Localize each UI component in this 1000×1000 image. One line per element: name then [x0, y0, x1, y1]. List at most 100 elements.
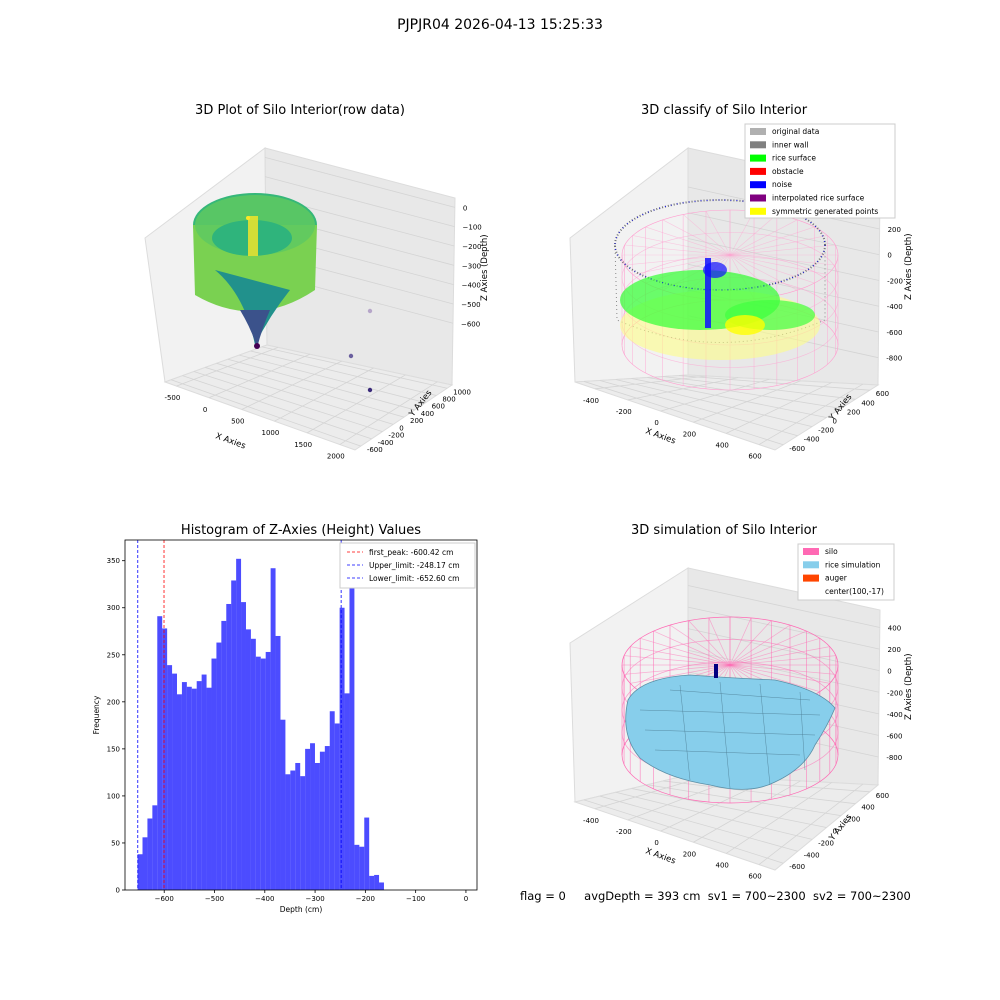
raw-y-tick-label: 600 — [432, 403, 445, 411]
histogram-bar — [339, 607, 345, 890]
histogram-panel-title: Histogram of Z-Axies (Height) Values — [180, 523, 422, 538]
histogram-bar — [176, 694, 182, 890]
histogram-y-tick-label: 50 — [111, 839, 120, 847]
histogram-bar — [241, 602, 246, 890]
histogram-bar — [226, 603, 232, 890]
sim-z-tick-label: -200 — [887, 689, 903, 697]
classify-panel-title: 3D classify of Silo Interior — [640, 103, 808, 118]
histogram-bar — [201, 674, 207, 890]
histogram-bar — [374, 874, 380, 890]
cls-x-tick-label: -200 — [616, 408, 632, 416]
sim-y-tick-label: 600 — [876, 792, 889, 800]
legend-label: obstacle — [772, 167, 804, 176]
histogram-bar — [310, 743, 315, 890]
classify-3d-plot: -400-2000200400600-600-400-2000200400600… — [569, 123, 914, 461]
legend-label: interpolated rice surface — [772, 194, 865, 203]
classify-legend: original data inner wall rice surface obsta… — [744, 123, 896, 219]
legend-label: noise — [772, 180, 792, 189]
legend-label: symmetric generated points — [772, 207, 878, 216]
raw-y-tick-label: 0 — [399, 424, 403, 432]
histogram-x-axis-label: Depth (cm) — [280, 905, 323, 914]
histogram-bar — [295, 762, 301, 890]
figure-suptitle: PJPJR04 2026-04-13 15:25:33 — [397, 17, 603, 33]
cls-x-tick-label: -400 — [583, 397, 599, 405]
simulation-x-axis-label: X Axies — [644, 846, 677, 866]
cls-x-tick-label: 0 — [654, 419, 658, 427]
histogram-bar — [162, 628, 168, 890]
sv1-text: sv1 = 700~2300 — [707, 889, 806, 903]
sim-y-tick-label: 200 — [847, 816, 860, 824]
legend-label: original data — [772, 127, 819, 136]
simulation-legend: silo rice simulation auger center(100,-17) — [797, 543, 895, 601]
flag-text: flag = 0 — [520, 889, 566, 903]
histogram-x-tick-label: −600 — [155, 895, 174, 903]
raw-x-tick-label: 2000 — [327, 453, 345, 461]
raw-y-tick-label: 1000 — [453, 388, 471, 396]
histogram-bar — [290, 770, 296, 890]
simulation-panel-title: 3D simulation of Silo Interior — [631, 523, 817, 538]
histogram-bar — [167, 665, 173, 890]
raw-z-tick-label: −500 — [461, 301, 480, 309]
cls-y-tick-label: 200 — [847, 408, 860, 416]
cls-y-tick-label: 600 — [876, 390, 889, 398]
raw-z-tick-label: −100 — [463, 224, 482, 232]
histogram-x-tick-label: −500 — [205, 895, 224, 903]
histogram-bar — [152, 805, 158, 890]
histogram-bar — [344, 693, 350, 890]
summary-footer: flag = 0 avgDepth = 393 cm sv1 = 700~230… — [520, 889, 911, 903]
raw-y-tick-label: -400 — [378, 439, 394, 447]
sim-z-tick-label: 0 — [887, 668, 891, 676]
cls-y-tick-label: -200 — [818, 427, 834, 435]
cls-z-tick-label: -400 — [887, 303, 903, 311]
histogram-bar — [137, 854, 143, 890]
simulation-3d-plot: -400-2000200400600-600-400-2000200400600… — [569, 543, 914, 880]
cls-z-tick-label: 200 — [888, 226, 901, 234]
histogram-legend-label: first_peak: -600.42 cm — [369, 548, 453, 557]
raw-3d-plot: -5000500100015002000-600-400-20002004006… — [144, 147, 490, 461]
histogram-legend-label: Lower_limit: -652.60 cm — [369, 574, 459, 583]
histogram-bar — [334, 723, 340, 890]
raw-panel-title: 3D Plot of Silo Interior(row data) — [195, 103, 405, 118]
raw-x-tick-label: 1000 — [262, 429, 280, 437]
histogram-bar — [206, 687, 212, 890]
histogram-bar — [211, 658, 217, 890]
histogram-bar — [275, 635, 281, 890]
sim-y-tick-label: 0 — [833, 828, 837, 836]
raw-y-tick-label: -600 — [367, 446, 383, 454]
classify-point-cloud — [614, 199, 826, 360]
histogram-x-tick-label: −400 — [255, 895, 274, 903]
legend-swatch — [750, 128, 766, 135]
histogram-bar — [314, 762, 320, 890]
histogram-bar — [231, 580, 237, 890]
sim-x-tick-label: 400 — [716, 861, 729, 869]
raw-z-tick-label: −400 — [462, 282, 481, 290]
legend-label: inner wall — [772, 140, 809, 149]
legend-swatch — [803, 561, 819, 569]
histogram-y-tick-label: 200 — [107, 698, 120, 706]
histogram-y-axis-label: Frequency — [92, 695, 101, 734]
histogram-bar — [250, 638, 256, 890]
histogram-bar — [379, 882, 384, 890]
legend-label: silo — [825, 547, 838, 556]
histogram-bar — [349, 570, 355, 890]
histogram-bar — [181, 682, 187, 890]
histogram-bar — [329, 711, 335, 890]
raw-z-tick-label: −600 — [461, 320, 480, 328]
raw-y-tick-label: 200 — [410, 417, 423, 425]
classify-x-axis-label: X Axies — [644, 426, 677, 446]
cls-x-tick-label: 200 — [683, 430, 696, 438]
avg-depth-text: avgDepth = 393 cm — [584, 889, 701, 903]
sim-x-tick-label: -400 — [583, 817, 599, 825]
histogram-y-tick-label: 0 — [116, 887, 120, 895]
legend-swatch — [750, 207, 766, 215]
cls-z-tick-label: -600 — [887, 329, 903, 337]
sim-z-tick-label: 400 — [888, 625, 901, 633]
sim-z-tick-label: -400 — [887, 711, 903, 719]
histogram-bar — [147, 818, 153, 890]
histogram-x-tick-label: −300 — [305, 895, 324, 903]
raw-x-tick-label: 0 — [203, 406, 207, 414]
sim-y-tick-label: -600 — [789, 863, 805, 871]
histogram-bar — [305, 748, 311, 890]
histogram-bar — [265, 651, 271, 890]
simulation-z-axis-label: Z Axies (Depth) — [904, 653, 914, 720]
